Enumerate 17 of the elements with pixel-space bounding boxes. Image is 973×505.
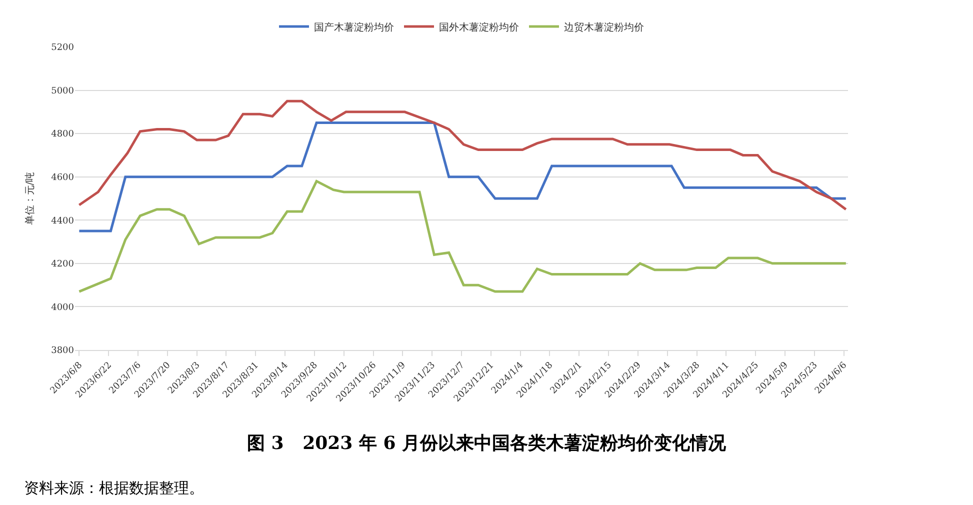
y-tick-label: 5200 <box>51 43 74 54</box>
legend-label: 国外木薯淀粉均价 <box>439 21 519 34</box>
legend-label: 边贸木薯淀粉均价 <box>564 21 644 34</box>
text: 资料来源：根据数据整理。 <box>24 479 204 497</box>
y-tick-label: 4600 <box>51 173 74 184</box>
text: 图 3 2023 年 6 月份以来中国各类木薯淀粉均价变化情况 <box>246 433 728 454</box>
y-tick-label: 4800 <box>51 130 74 140</box>
line-series <box>78 180 848 293</box>
y-axis-title: 单位：元/吨 <box>24 172 36 226</box>
line-series <box>78 100 848 211</box>
y-tick-label: 3800 <box>51 346 74 356</box>
y-tick-label: 4200 <box>51 260 74 270</box>
y-tick-label: 4400 <box>51 216 74 226</box>
y-tick-label: 4000 <box>51 302 74 313</box>
y-tick-label: 5000 <box>51 86 74 96</box>
line-series <box>78 122 848 232</box>
legend-label: 国产木薯淀粉均价 <box>314 21 394 34</box>
